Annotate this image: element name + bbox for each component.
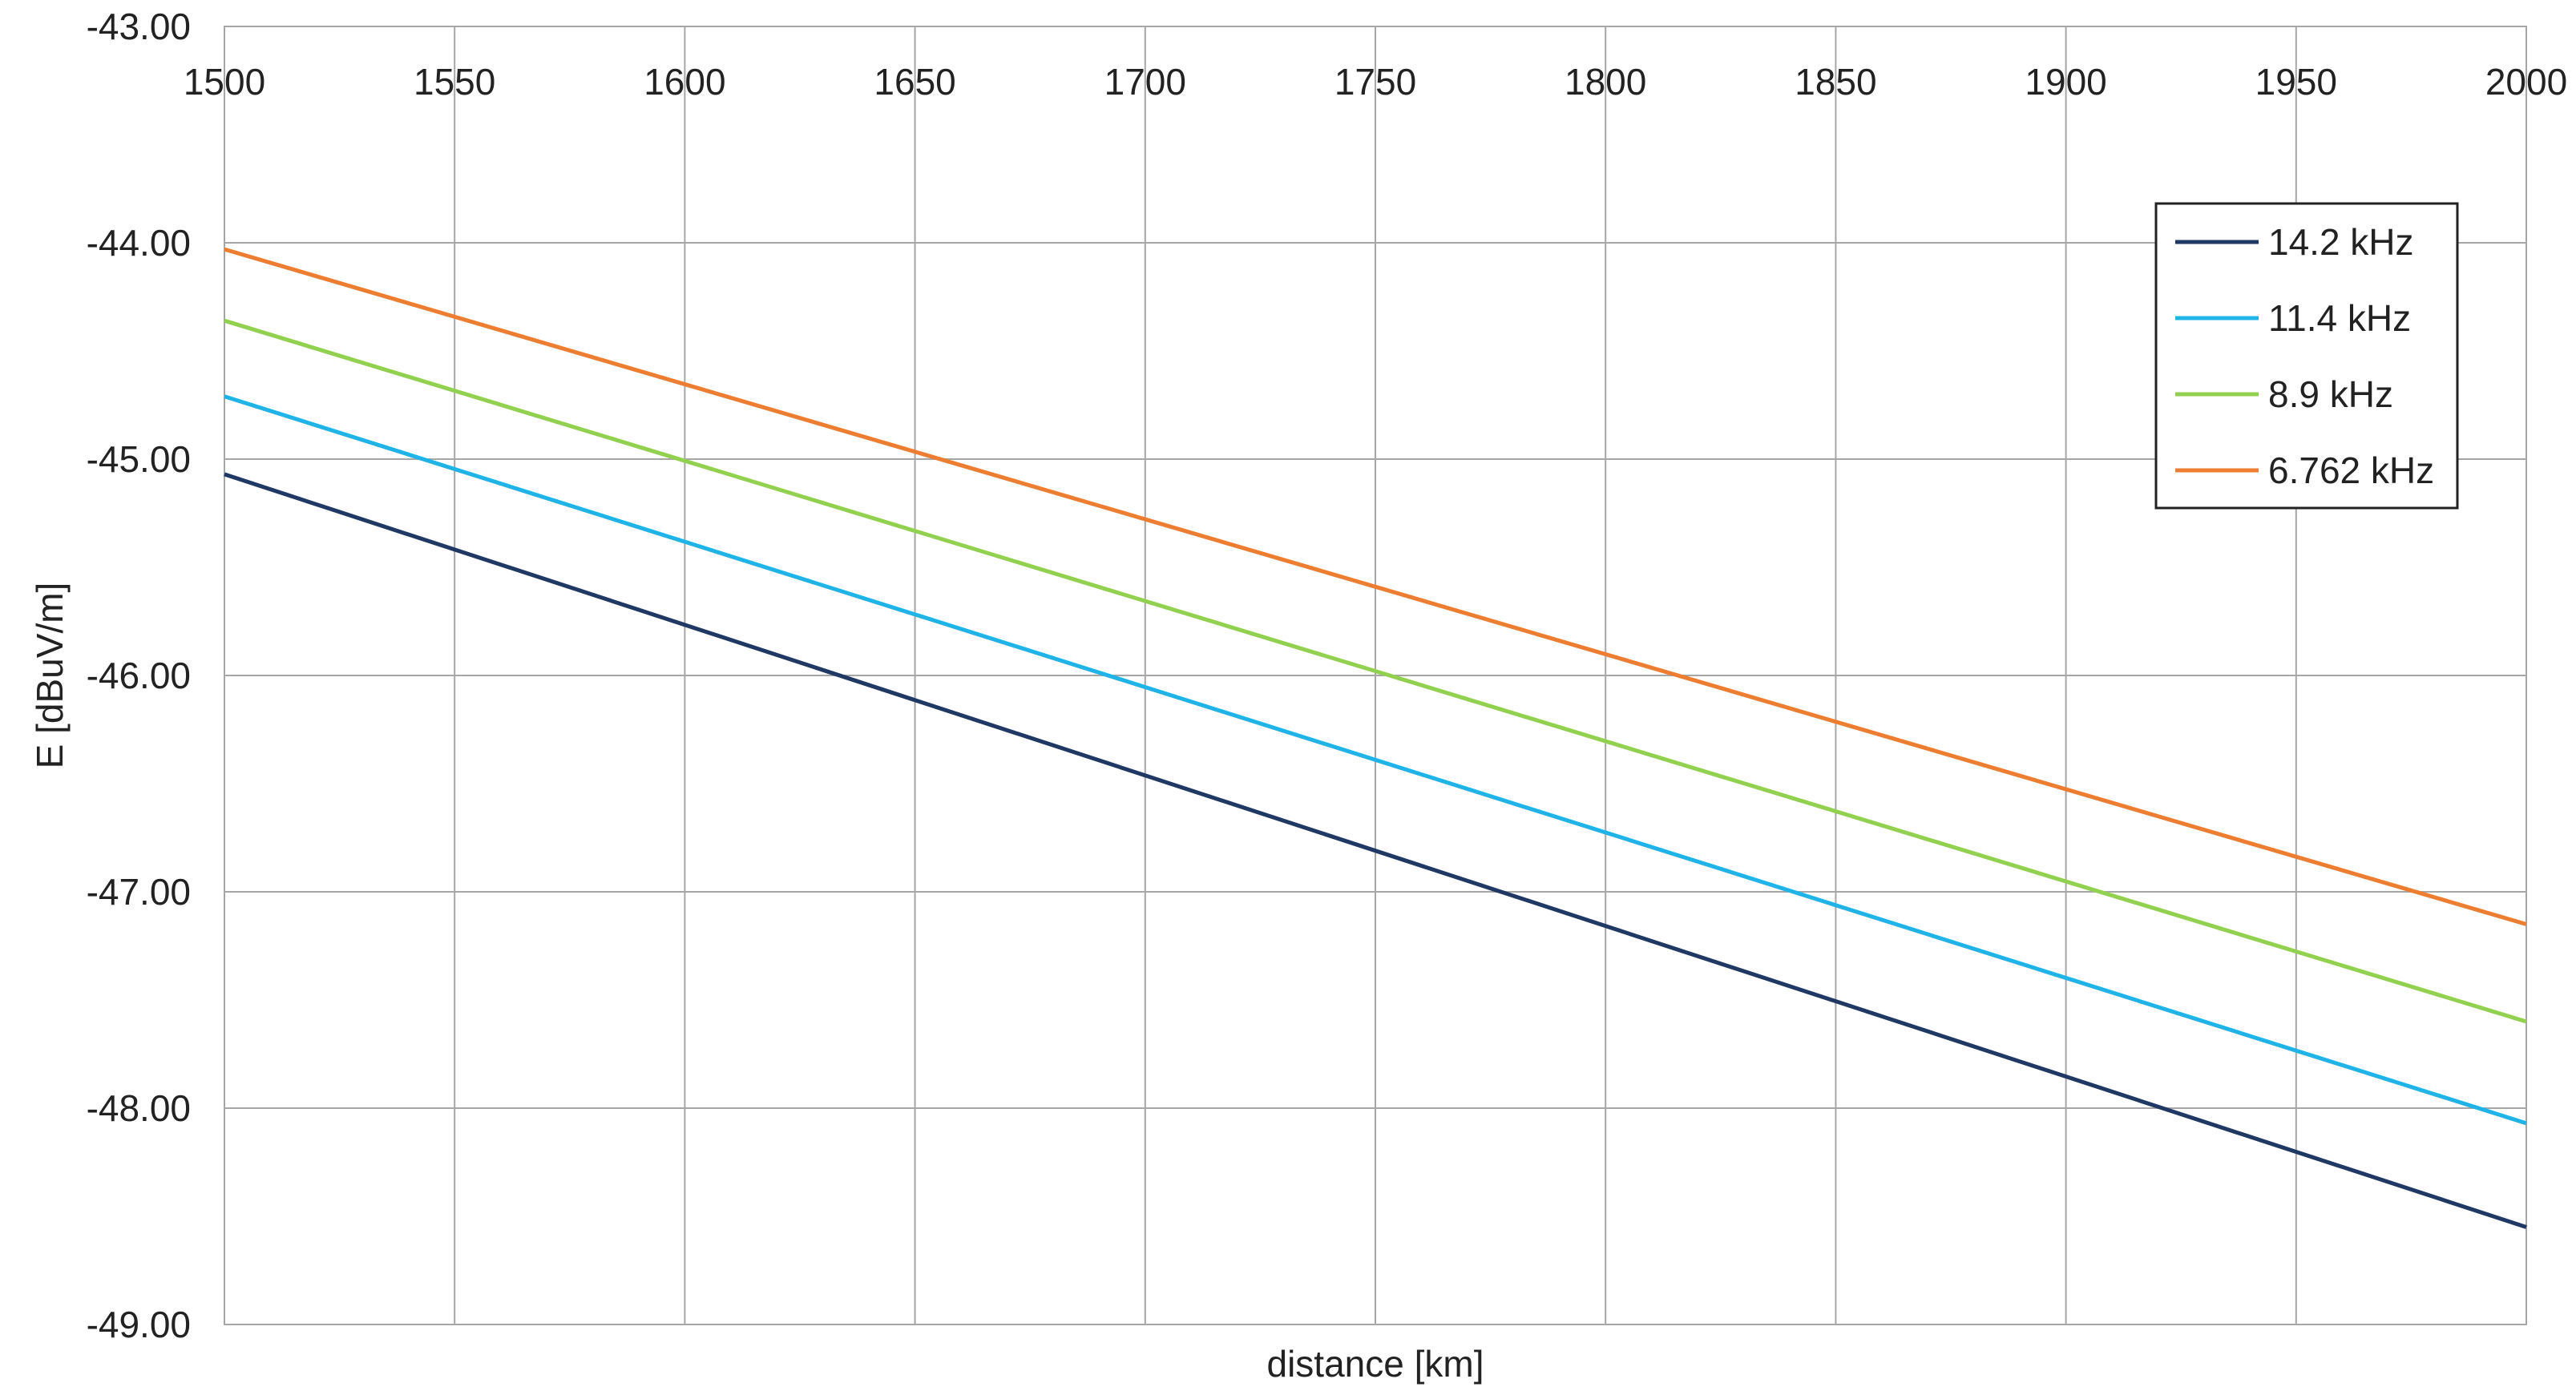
y-axis-title: E [dBuV/m] (29, 583, 71, 769)
x-tick-label: 1500 (184, 61, 265, 103)
legend-label-1: 11.4 kHz (2268, 297, 2411, 339)
x-tick-label: 2000 (2485, 61, 2567, 103)
legend-label-2: 8.9 kHz (2268, 373, 2393, 415)
y-tick-label: -45.00 (87, 438, 191, 480)
legend: 14.2 kHz 11.4 kHz 8.9 kHz 6.762 kHz (2154, 202, 2459, 510)
x-tick-label: 1550 (414, 61, 495, 103)
y-tick-label: -46.00 (87, 655, 191, 696)
x-tick-labels: 1500 1550 1600 1650 1700 1750 1800 1850 1900 1950… (184, 61, 2567, 103)
legend-box (2154, 202, 2459, 510)
grid (224, 26, 2527, 1325)
x-tick-label: 1700 (1104, 61, 1186, 103)
y-tick-labels: -43.00 -44.00 -45.00 -46.00 -47.00 -48.00 -49.… (87, 6, 191, 1345)
y-tick-label: -43.00 (87, 6, 191, 47)
y-tick-label: -49.00 (87, 1304, 191, 1345)
x-tick-label: 1750 (1334, 61, 1416, 103)
x-tick-label: 1900 (2025, 61, 2106, 103)
series-line-2 (224, 318, 2527, 1024)
x-tick-label: 1650 (874, 61, 955, 103)
plot-area-border (224, 26, 2527, 1325)
legend-label-3: 6.762 kHz (2268, 450, 2434, 491)
y-tick-label: -48.00 (87, 1087, 191, 1129)
x-tick-label: 1950 (2255, 61, 2337, 103)
y-tick-label: -44.00 (87, 222, 191, 264)
x-axis-title: distance [km] (1267, 1343, 1484, 1385)
series-lines (224, 247, 2527, 1229)
x-tick-label: 1850 (1795, 61, 1876, 103)
x-tick-label: 1800 (1565, 61, 1646, 103)
y-tick-label: -47.00 (87, 871, 191, 913)
x-tick-label: 1600 (644, 61, 725, 103)
legend-label-0: 14.2 kHz (2268, 221, 2414, 263)
series-line-1 (224, 394, 2527, 1126)
series-line-0 (224, 472, 2527, 1229)
series-line-3 (224, 247, 2527, 926)
